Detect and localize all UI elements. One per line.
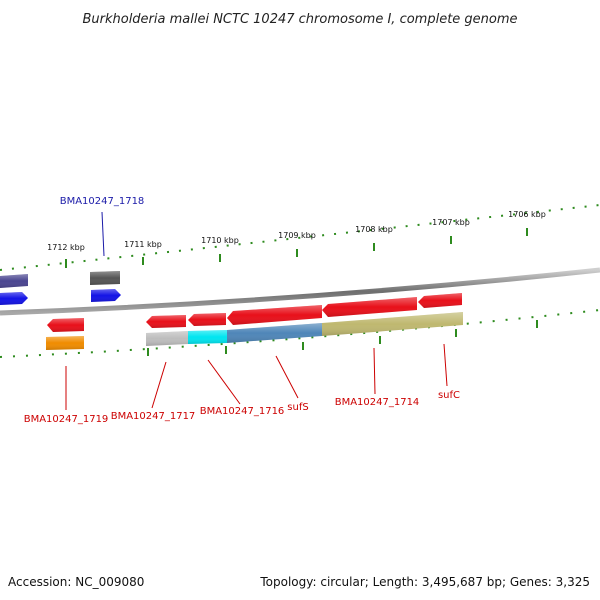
- leader-lines: [65, 211, 448, 410]
- topology-text: Topology: circular; Length: 3,495,687 bp…: [259, 575, 590, 589]
- gene-arrow-1717[interactable]: [146, 315, 186, 328]
- gene-label-sufC[interactable]: sufC: [438, 390, 460, 401]
- gene-arrow-1719[interactable]: [47, 318, 84, 332]
- upper-tick-track: [0, 204, 600, 271]
- ruler-label: 1707 kbp: [432, 218, 470, 227]
- gene-arrow-sufS[interactable]: [227, 305, 322, 325]
- gene-arrow-1716[interactable]: [188, 313, 226, 326]
- gene-arrow-sufC[interactable]: [418, 293, 462, 308]
- ruler: 1712 kbp 1711 kbp 1710 kbp 1709 kbp 1708…: [47, 210, 546, 268]
- gene-label-1714[interactable]: BMA10247_1714: [335, 397, 420, 408]
- gene-label-1716[interactable]: BMA10247_1716: [200, 406, 285, 417]
- gene-arrow-1714[interactable]: [322, 297, 417, 317]
- cds-bar-cyan[interactable]: [188, 330, 227, 344]
- cds-bar-steel-blue[interactable]: [227, 323, 322, 343]
- cds-bar-orange[interactable]: [46, 336, 84, 350]
- feature-blue-left[interactable]: [0, 292, 28, 305]
- chromosome-backbone: [0, 267, 600, 316]
- feature-blue-1718[interactable]: [91, 289, 121, 302]
- ruler-label: 1710 kbp: [201, 236, 239, 245]
- gene-label-sufS[interactable]: sufS: [287, 402, 308, 413]
- gene-label-1717[interactable]: BMA10247_1717: [111, 411, 196, 422]
- cds-bar-light-gray[interactable]: [146, 331, 188, 346]
- gene-label-1719[interactable]: BMA10247_1719: [24, 414, 109, 425]
- ruler-label: 1712 kbp: [47, 243, 85, 252]
- cds-bar-khaki[interactable]: [322, 312, 463, 336]
- ruler-label: 1708 kbp: [355, 225, 393, 234]
- map-title: Burkholderia mallei NCTC 10247 chromosom…: [82, 12, 517, 27]
- lower-tick-track: [0, 309, 600, 358]
- accession-text: Accession: NC_009080: [8, 575, 144, 589]
- feature-dark-gray-1718[interactable]: [90, 271, 120, 285]
- gene-label-1718[interactable]: BMA10247_1718: [60, 196, 145, 207]
- ruler-label: 1711 kbp: [124, 240, 162, 249]
- ruler-label: 1709 kbp: [278, 231, 316, 240]
- feature-navy[interactable]: [0, 274, 28, 288]
- ruler-label: 1706 kbp: [508, 210, 546, 219]
